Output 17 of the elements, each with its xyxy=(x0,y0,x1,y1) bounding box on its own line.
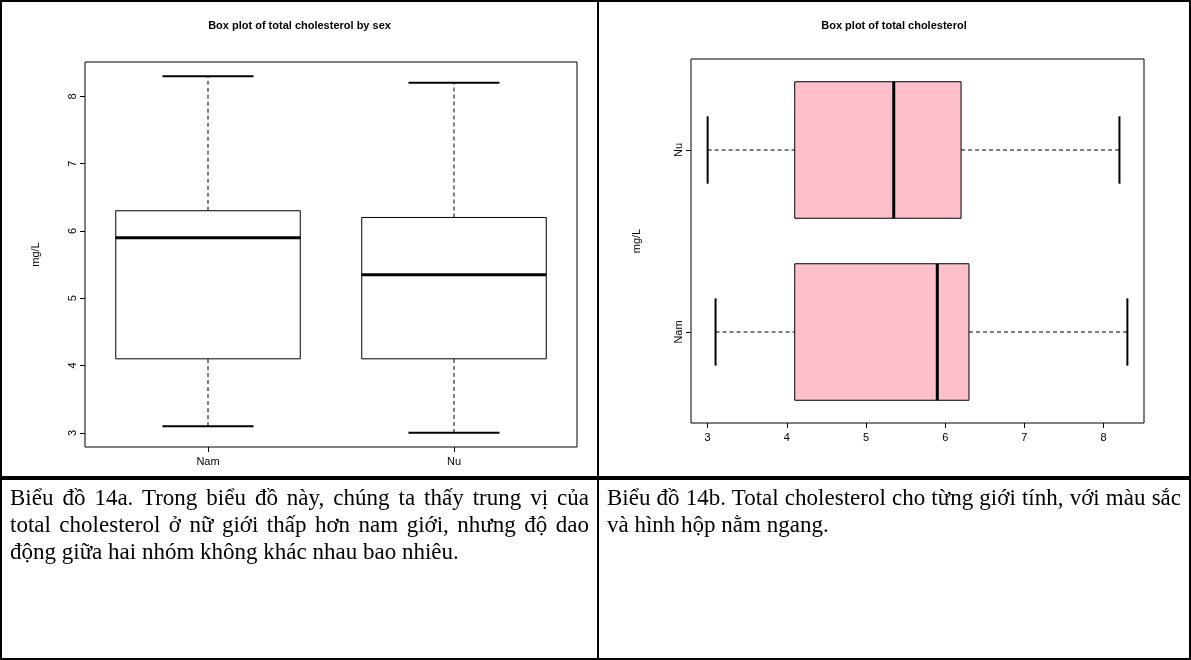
x-tick-label: 4 xyxy=(783,430,790,443)
y-axis-title: mg/L xyxy=(28,242,41,267)
chart-title: Box plot of total cholesterol xyxy=(821,18,967,31)
y-tick-label: 6 xyxy=(65,227,78,234)
y-tick-label: 8 xyxy=(65,93,78,100)
x-tick-label: 8 xyxy=(1100,430,1107,443)
x-tick-label: 6 xyxy=(942,430,949,443)
y-tick-label: 7 xyxy=(65,160,78,167)
text: Biểu đồ 14a. Trong biểu đồ này, chúng ta thấy trung vị của total cholesterol ở nữ giới thấp hơn nam giới, nhưng độ dao động giữa hai nhóm không khác nhau bao nhiêu. xyxy=(10,484,589,565)
x-tick-label: 5 xyxy=(862,430,870,443)
y-tick-label: 5 xyxy=(65,295,78,302)
y-tick-label: 4 xyxy=(65,362,78,369)
x-tick-label: 3 xyxy=(704,430,711,443)
text: Biểu đồ 14b. Total cholesterol cho từng giới tính, với màu sắc và hình hộp nằm ngang. xyxy=(607,484,1181,538)
y-axis-title: mg/L xyxy=(629,228,642,254)
chart-title: Box plot of total cholesterol by sex xyxy=(208,18,392,31)
x-tick-label: 7 xyxy=(1021,430,1028,443)
